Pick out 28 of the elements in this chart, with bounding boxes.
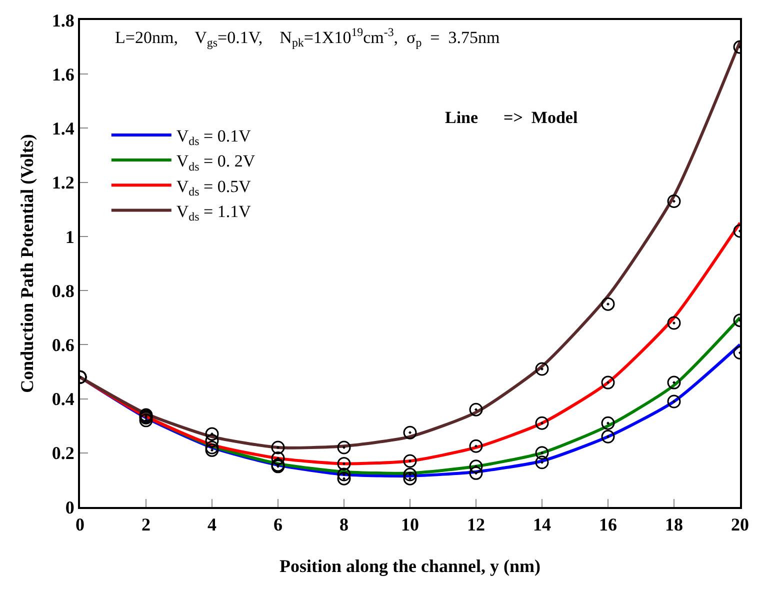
y-tick-label: 0.8 [52, 280, 74, 301]
y-tick-label: 0 [65, 497, 74, 518]
x-tick-label: 6 [274, 514, 282, 535]
y-tick-label: 0.6 [52, 334, 74, 355]
x-axis-title: Position along the channel, y (nm) [279, 556, 541, 576]
legend-label: V$_{ds}$ = 1.1V [176, 202, 252, 224]
text: L=20nm, V$_{gs}$=0.1V, N$_{pk}$=1X10$^{19}$cm$^{-3}$, σ$_{p}$ = 3.75nm [115, 25, 500, 50]
x-tick-label: 16 [599, 514, 617, 535]
x-tick-label: 8 [340, 514, 348, 535]
x-tick-label: 20 [731, 514, 749, 535]
legend-label: V$_{ds}$ = 0. 2V [176, 152, 256, 174]
y-tick-label: 0.2 [52, 443, 74, 464]
y-tick-label: 0.4 [52, 389, 74, 410]
annotation: Line => Model [445, 108, 578, 127]
x-tick-label: 12 [467, 514, 485, 535]
x-tick-label: 2 [142, 514, 150, 535]
y-axis-title: Conduction Path Potential (Volts) [17, 134, 37, 393]
y-tick-label: 1.6 [52, 64, 74, 84]
y-tick-label: 1.2 [52, 172, 74, 193]
legend-label: V$_{ds}$ = 0.5V [176, 176, 252, 198]
y-tick-label: 1.8 [52, 10, 74, 30]
x-tick-label: 4 [208, 514, 216, 535]
y-tick-label: 1 [65, 226, 74, 247]
x-tick-label: 18 [665, 514, 683, 535]
y-tick-label: 1.4 [52, 118, 74, 139]
legend-label: V$_{ds}$ = 0.1V [176, 126, 252, 148]
x-tick-label: 10 [401, 514, 419, 535]
x-tick-label: 14 [533, 514, 551, 535]
